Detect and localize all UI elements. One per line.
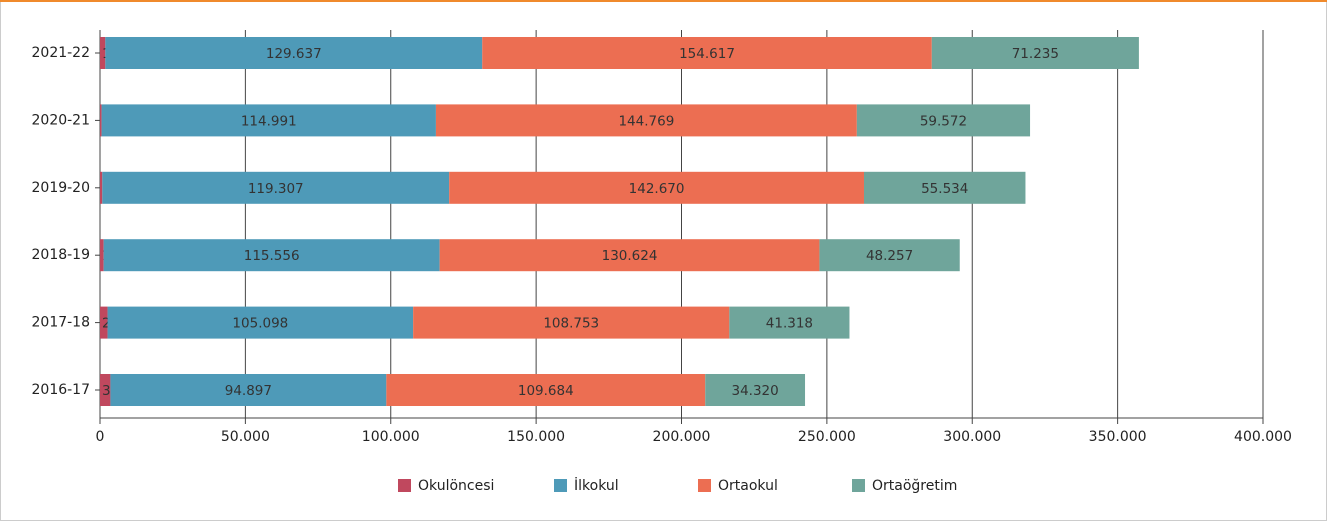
data-label: 109.684 [518, 383, 574, 399]
bar-segment [100, 374, 111, 406]
data-label: 59.572 [920, 113, 967, 129]
legend-swatch [554, 479, 567, 492]
top-rule [0, 0, 1327, 2]
bar-segment [102, 171, 450, 204]
bar-segment [449, 171, 864, 204]
x-tick-label: 400.000 [1234, 429, 1292, 445]
y-tick-label: 2020-21 [32, 112, 91, 128]
data-label: 154.617 [679, 46, 735, 62]
y-tick-label: 2017-18 [32, 315, 91, 331]
data-label: 41.318 [766, 316, 813, 332]
data-label: 71.235 [1012, 46, 1059, 62]
x-tick-label: 200.000 [653, 429, 711, 445]
x-tick-label: 100.000 [362, 429, 420, 445]
data-label: 130.624 [602, 248, 658, 264]
legend-swatch [398, 479, 411, 492]
x-tick-label: 350.000 [1089, 429, 1147, 445]
legend-swatch [852, 479, 865, 492]
y-tick-label: 2019-20 [32, 180, 91, 196]
x-tick-label: 250.000 [798, 429, 856, 445]
bar-segment [386, 374, 706, 406]
bar-segment [101, 104, 436, 137]
legend-label: İlkokul [574, 476, 619, 494]
data-label: 144.769 [618, 113, 674, 129]
data-label: 142.670 [629, 181, 685, 197]
data-label: 115.556 [244, 248, 300, 264]
bar-segment [413, 306, 730, 339]
bar-segment [931, 37, 1139, 69]
legend-label: Ortaöğretim [872, 478, 957, 494]
bar-segment [439, 239, 820, 272]
y-tick-label: 2016-17 [32, 382, 91, 398]
x-tick-label: 50.000 [221, 429, 270, 445]
bar-segment [435, 104, 857, 137]
bar-segment [105, 37, 483, 69]
bar-segment [100, 306, 108, 339]
bar-segment [729, 306, 850, 339]
x-tick-label: 150.000 [507, 429, 565, 445]
legend-label: Ortaokul [718, 478, 778, 494]
data-label: 114.991 [241, 113, 297, 129]
bar-segment [819, 239, 960, 272]
bar-segment [100, 171, 103, 204]
x-tick-label: 300.000 [943, 429, 1001, 445]
y-tick-label: 2018-19 [32, 247, 91, 263]
data-label: 55.534 [921, 181, 968, 197]
data-label: 34.320 [732, 383, 779, 399]
legend-swatch [698, 479, 711, 492]
data-label: 108.753 [543, 316, 599, 332]
bar-segment [705, 374, 806, 406]
data-label: 119.307 [248, 181, 304, 197]
data-label: 48.257 [866, 248, 913, 264]
bar-segment [110, 374, 387, 406]
bar-segment [107, 306, 414, 339]
bar-segment [863, 171, 1026, 204]
bar-segment [856, 104, 1031, 137]
data-label: 129.637 [266, 46, 322, 62]
bar-segment [103, 239, 440, 272]
bar-segment [100, 104, 102, 137]
bar-segment [100, 239, 104, 272]
y-tick-label: 2021-22 [32, 45, 91, 61]
bar-segment [482, 37, 932, 69]
data-label: 105.098 [232, 316, 288, 332]
bar-segment [100, 37, 106, 69]
x-tick-label: 0 [96, 429, 105, 445]
data-label: 94.897 [225, 383, 272, 399]
legend-label: Okulöncesi [418, 478, 494, 494]
